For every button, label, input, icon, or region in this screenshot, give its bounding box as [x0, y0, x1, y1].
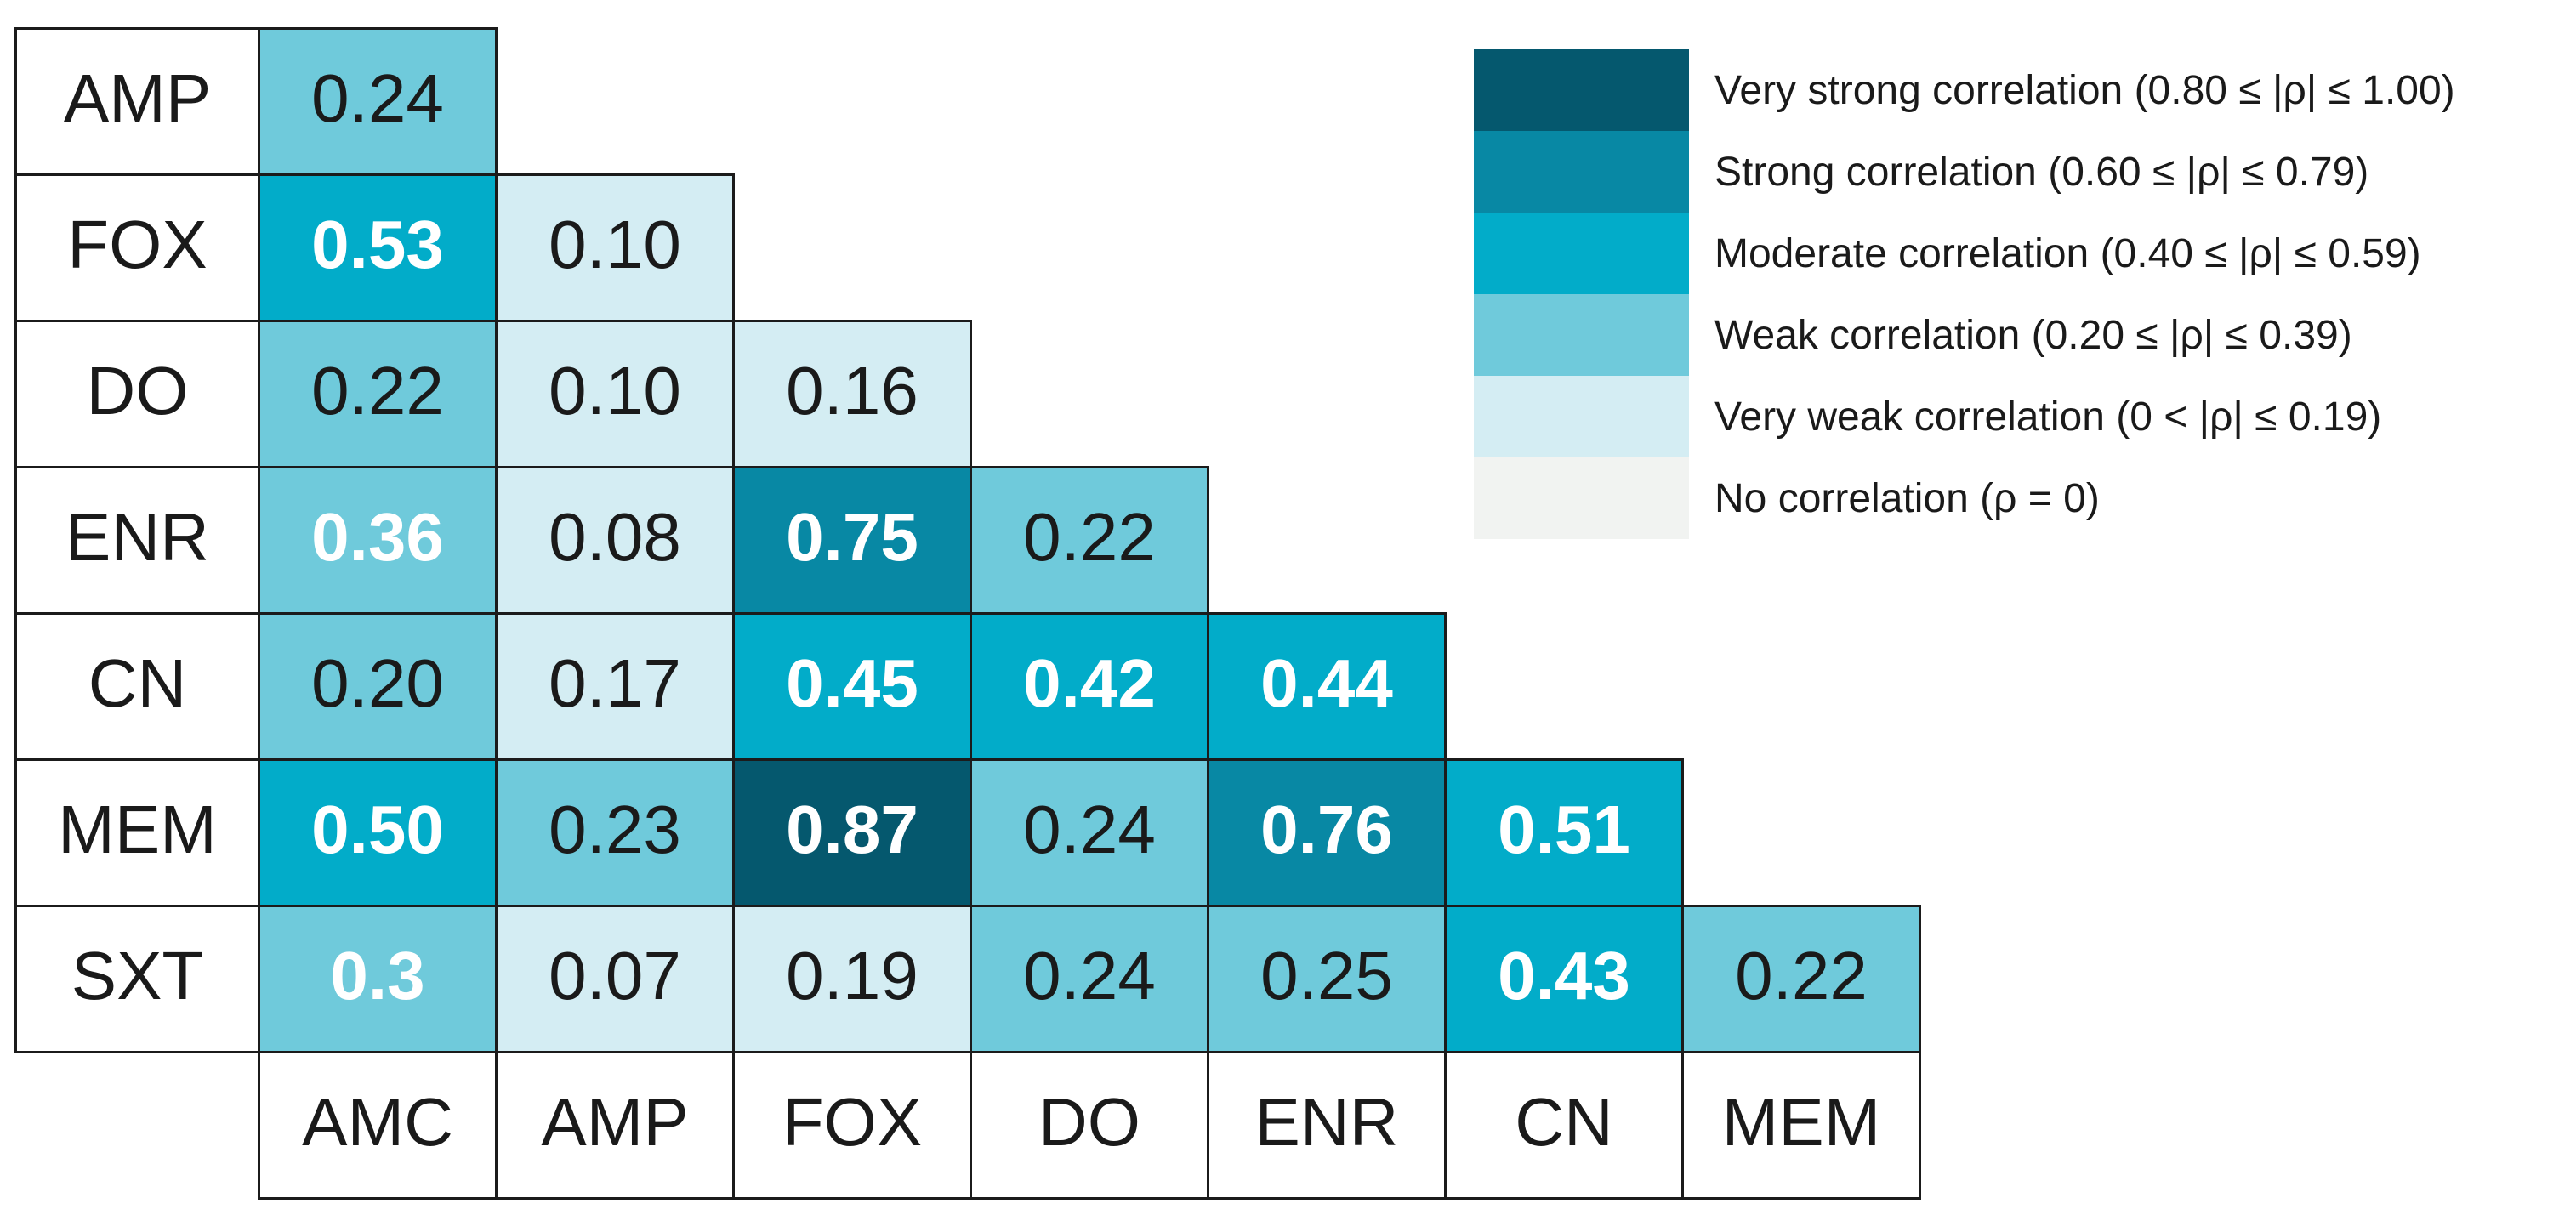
legend-label: Weak correlation (0.20 ≤ |ρ| ≤ 0.39) — [1714, 312, 2352, 358]
matrix-cell: 0.42 — [970, 612, 1209, 761]
matrix-cell: 0.23 — [495, 758, 735, 907]
matrix-cell: 0.08 — [495, 466, 735, 615]
legend-item-strong: Strong correlation (0.60 ≤ |ρ| ≤ 0.79) — [1474, 131, 2455, 213]
matrix-cell: 0.44 — [1207, 612, 1447, 761]
matrix-cell: 0.10 — [495, 320, 735, 468]
matrix-row-enr: ENR 0.36 0.08 0.75 0.22 — [14, 466, 1921, 615]
matrix-cell: 0.76 — [1207, 758, 1447, 907]
matrix-cell: 0.25 — [1207, 905, 1447, 1053]
matrix-cell: 0.24 — [970, 905, 1209, 1053]
legend-label: Very strong correlation (0.80 ≤ |ρ| ≤ 1.… — [1714, 67, 2455, 113]
corner-spacer — [14, 1051, 260, 1200]
col-label: DO — [970, 1051, 1209, 1200]
matrix-cell: 0.07 — [495, 905, 735, 1053]
correlation-matrix: AMP 0.24 FOX 0.53 0.10 DO 0.22 0.10 0.16… — [14, 27, 1921, 1200]
row-label: ENR — [14, 466, 260, 615]
row-label: SXT — [14, 905, 260, 1053]
row-label: CN — [14, 612, 260, 761]
matrix-cell: 0.87 — [732, 758, 972, 907]
matrix-cell: 0.24 — [258, 27, 498, 176]
matrix-cell: 0.53 — [258, 173, 498, 322]
matrix-cell: 0.17 — [495, 612, 735, 761]
legend-swatch-none — [1474, 457, 1689, 539]
matrix-cell: 0.51 — [1444, 758, 1684, 907]
matrix-cell: 0.22 — [970, 466, 1209, 615]
legend-swatch-very-weak — [1474, 376, 1689, 457]
col-label: ENR — [1207, 1051, 1447, 1200]
matrix-cell: 0.3 — [258, 905, 498, 1053]
legend-item-very-strong: Very strong correlation (0.80 ≤ |ρ| ≤ 1.… — [1474, 49, 2455, 131]
matrix-row-sxt: SXT 0.3 0.07 0.19 0.24 0.25 0.43 0.22 — [14, 905, 1921, 1053]
legend-item-none: No correlation (ρ = 0) — [1474, 457, 2455, 539]
matrix-cell: 0.36 — [258, 466, 498, 615]
legend-label: Strong correlation (0.60 ≤ |ρ| ≤ 0.79) — [1714, 149, 2369, 195]
matrix-cell: 0.19 — [732, 905, 972, 1053]
matrix-cell: 0.75 — [732, 466, 972, 615]
legend-item-very-weak: Very weak correlation (0 < |ρ| ≤ 0.19) — [1474, 376, 2455, 457]
matrix-row-mem: MEM 0.50 0.23 0.87 0.24 0.76 0.51 — [14, 758, 1921, 907]
matrix-cell: 0.22 — [258, 320, 498, 468]
legend-swatch-weak — [1474, 294, 1689, 376]
matrix-row-fox: FOX 0.53 0.10 — [14, 173, 1921, 322]
legend-swatch-moderate — [1474, 213, 1689, 294]
matrix-cell: 0.43 — [1444, 905, 1684, 1053]
matrix-cell: 0.24 — [970, 758, 1209, 907]
col-label: FOX — [732, 1051, 972, 1200]
col-label: AMC — [258, 1051, 498, 1200]
matrix-row-cn: CN 0.20 0.17 0.45 0.42 0.44 — [14, 612, 1921, 761]
legend-item-moderate: Moderate correlation (0.40 ≤ |ρ| ≤ 0.59) — [1474, 213, 2455, 294]
legend-item-weak: Weak correlation (0.20 ≤ |ρ| ≤ 0.39) — [1474, 294, 2455, 376]
col-label: MEM — [1681, 1051, 1921, 1200]
matrix-cell: 0.10 — [495, 173, 735, 322]
legend-label: No correlation (ρ = 0) — [1714, 475, 2100, 521]
matrix-cell: 0.45 — [732, 612, 972, 761]
row-label: AMP — [14, 27, 260, 176]
matrix-row-do: DO 0.22 0.10 0.16 — [14, 320, 1921, 468]
matrix-cell: 0.20 — [258, 612, 498, 761]
row-label: MEM — [14, 758, 260, 907]
row-label: FOX — [14, 173, 260, 322]
matrix-column-labels-row: AMC AMP FOX DO ENR CN MEM — [14, 1051, 1921, 1200]
matrix-cell: 0.16 — [732, 320, 972, 468]
legend-swatch-very-strong — [1474, 49, 1689, 131]
legend-label: Very weak correlation (0 < |ρ| ≤ 0.19) — [1714, 394, 2382, 440]
row-label: DO — [14, 320, 260, 468]
legend: Very strong correlation (0.80 ≤ |ρ| ≤ 1.… — [1474, 49, 2455, 539]
col-label: CN — [1444, 1051, 1684, 1200]
legend-swatch-strong — [1474, 131, 1689, 213]
matrix-cell: 0.22 — [1681, 905, 1921, 1053]
matrix-cell: 0.50 — [258, 758, 498, 907]
col-label: AMP — [495, 1051, 735, 1200]
legend-label: Moderate correlation (0.40 ≤ |ρ| ≤ 0.59) — [1714, 230, 2421, 276]
